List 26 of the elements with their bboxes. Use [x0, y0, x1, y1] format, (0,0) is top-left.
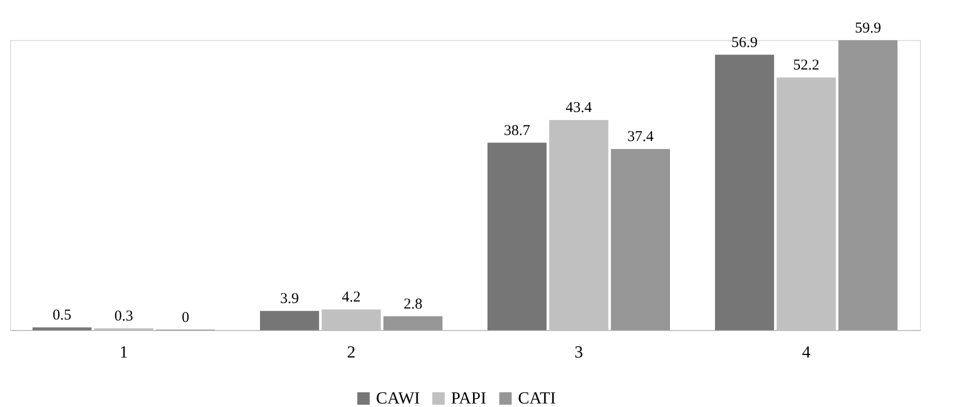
bar	[838, 40, 898, 330]
bar	[488, 142, 547, 330]
data-label: 0.3	[114, 308, 134, 325]
x-tick-label: 1	[120, 342, 128, 362]
bar	[260, 310, 320, 330]
data-label: 0.5	[52, 308, 72, 324]
data-label: 56.9	[731, 34, 758, 51]
data-label: 59.9	[854, 20, 882, 36]
x-tick-label: 4	[802, 342, 811, 362]
data-label: 43.4	[566, 100, 592, 116]
x-tick-label: 2	[347, 342, 356, 362]
data-label: 3.9	[280, 291, 299, 308]
bar	[610, 148, 670, 330]
data-label: 2.8	[404, 296, 422, 312]
data-label: 0	[182, 310, 190, 326]
data-label: 4.2	[342, 290, 361, 306]
bar	[383, 316, 442, 330]
bar	[32, 327, 92, 330]
legend-label: PAPI	[451, 388, 487, 407]
data-label: 38.7	[504, 122, 531, 139]
x-tick-label: 3	[574, 342, 583, 362]
bar	[715, 54, 774, 330]
legend-label: CAWI	[376, 388, 420, 407]
data-label: 37.4	[627, 129, 654, 146]
data-label: 52.2	[793, 58, 820, 74]
legend-label: CATI	[518, 388, 556, 407]
